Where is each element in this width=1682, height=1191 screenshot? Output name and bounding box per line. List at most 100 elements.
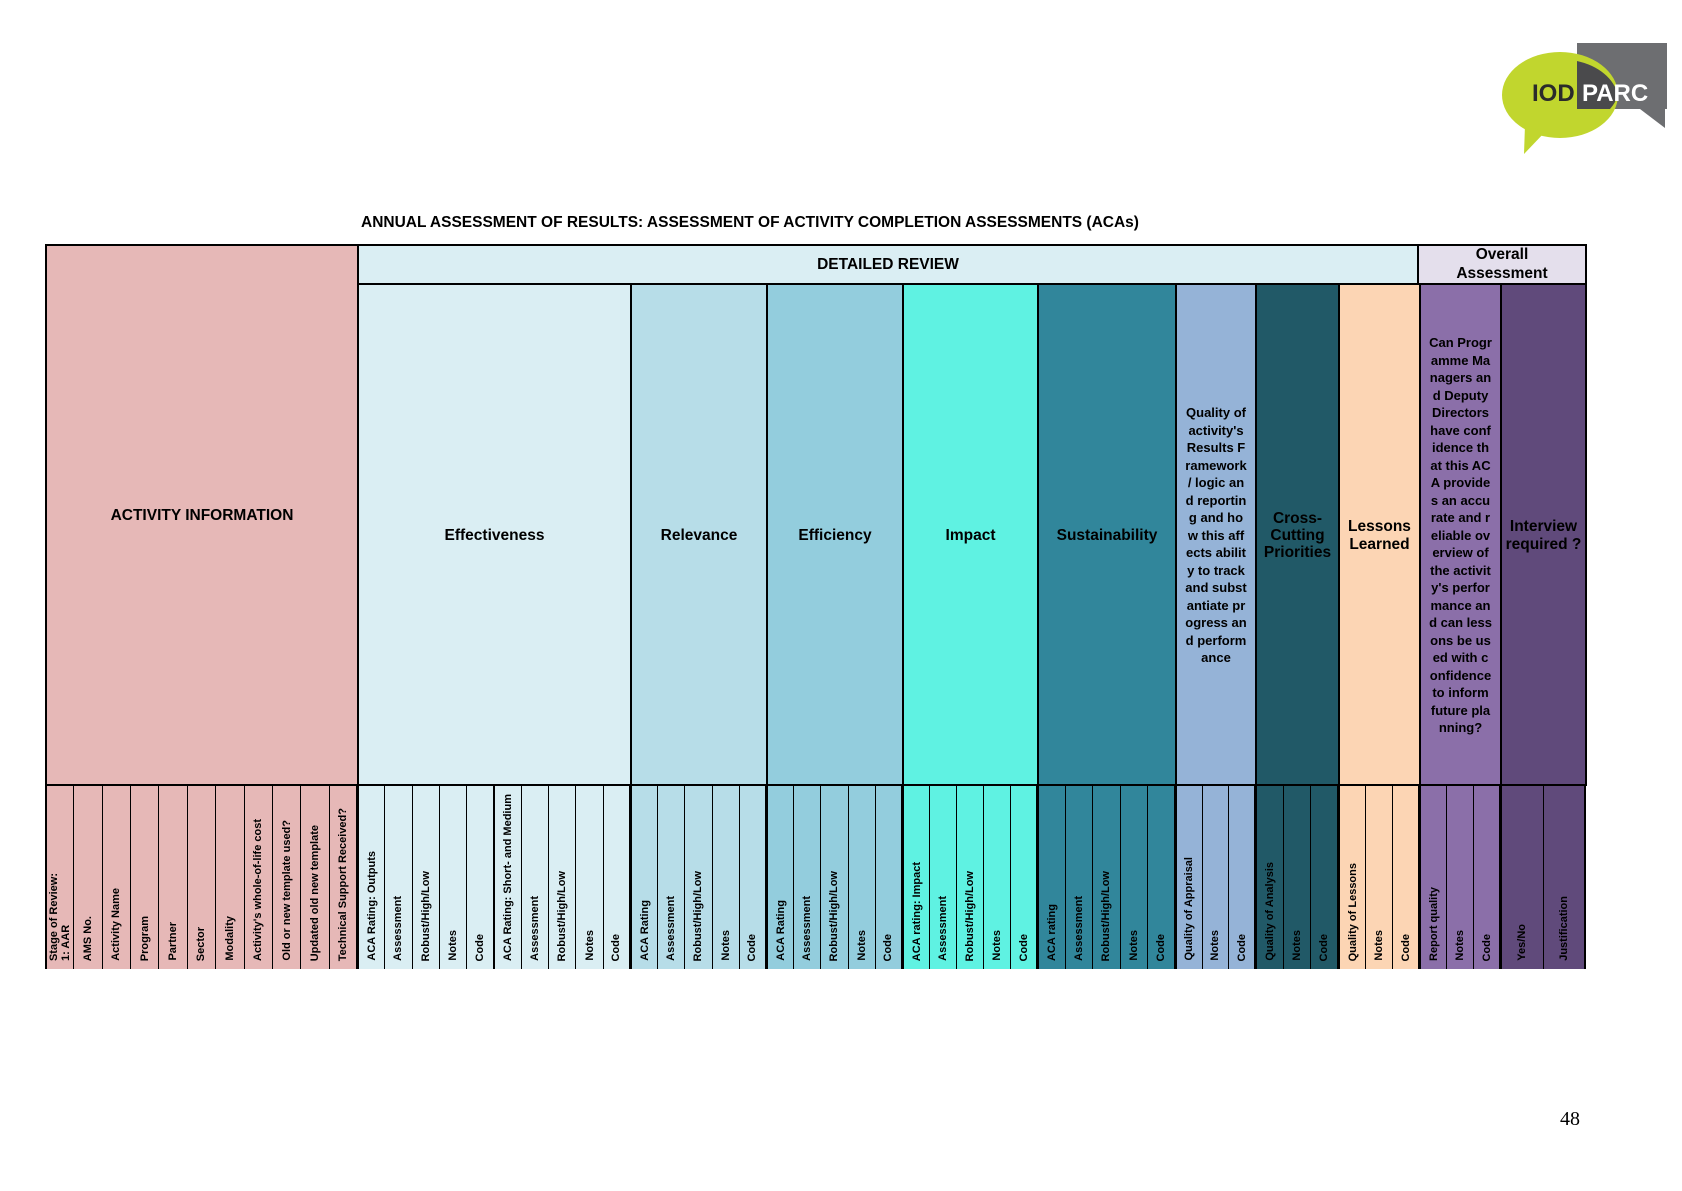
column-header: Code <box>1310 784 1339 969</box>
column-header-label: Notes <box>991 930 1003 961</box>
column-header: Robust/High/Low <box>411 784 440 969</box>
column-header: Sector <box>186 784 217 969</box>
column-header-label: Assessment <box>392 896 405 961</box>
column-header: Notes <box>575 784 604 969</box>
column-header-label: Yes/No <box>1516 924 1529 961</box>
column-header: Notes <box>1282 784 1312 969</box>
column-header: Assessment <box>520 784 550 969</box>
column-header-label: Assessment <box>665 896 678 961</box>
column-header: Code <box>466 784 495 969</box>
column-header-label: Notes <box>719 930 732 961</box>
column-header-label: Robust/High/Low <box>692 870 705 961</box>
column-header: Modality <box>215 784 245 969</box>
column-header: Code <box>874 784 903 969</box>
column-header: Code <box>1010 784 1038 969</box>
column-header-label: Notes <box>1454 930 1466 961</box>
column-header-label: AMS No. <box>82 915 95 961</box>
column-header-label: ACA Rating: Short- and Medium <box>501 793 514 961</box>
column-header: Assessment <box>793 784 822 969</box>
column-header-label: Report quality <box>1427 887 1440 961</box>
column-header: Notes <box>1365 784 1393 969</box>
group-header-9: Can Programme Managers and Deputy Direct… <box>1419 283 1502 786</box>
column-header-label: Notes <box>583 930 596 961</box>
logo: IOD PARC <box>1500 40 1680 160</box>
column-header-label: Technical Support Received? <box>336 807 349 961</box>
column-header-label: Robust/High/Low <box>556 870 569 961</box>
column-header: Notes <box>711 784 740 969</box>
column-header: ACA Rating: Short- and Medium <box>493 784 522 969</box>
column-header-label: Code <box>1480 933 1493 962</box>
column-header: Code <box>1392 784 1420 969</box>
column-header-label: Robust/High/Low <box>1100 870 1113 961</box>
column-header-label: Robust/High/Low <box>964 870 976 961</box>
column-header-label: Stage of Review: 1: AAR <box>48 872 73 961</box>
column-header-label: Notes <box>447 930 460 961</box>
column-header-label: Code <box>1155 933 1168 962</box>
page-number: 48 <box>1560 1108 1580 1130</box>
logo-text-iod: IOD <box>1532 80 1575 107</box>
column-header-label: Assessment <box>937 896 949 961</box>
column-header: Report quality <box>1419 784 1447 969</box>
group-header-6: Quality of activity's Results Framework … <box>1175 283 1257 786</box>
column-header-label: Notes <box>855 930 868 961</box>
detailed-review-header: DETAILED REVIEW <box>355 244 1421 285</box>
column-header: Partner <box>158 784 188 969</box>
column-header-label: Notes <box>1373 930 1385 961</box>
column-header-label: Old or new template used? <box>280 820 293 961</box>
column-header: Code <box>602 784 631 969</box>
column-header-label: Notes <box>1128 930 1141 961</box>
column-header: Justification <box>1542 784 1586 969</box>
column-header-label: Quality of Lessons <box>1346 862 1359 961</box>
column-header-label: Code <box>882 933 895 962</box>
column-header-label: Code <box>1017 933 1030 962</box>
group-header-0: ACTIVITY INFORMATION <box>45 244 359 786</box>
group-header-3: Efficiency <box>766 283 904 786</box>
group-header-7: Cross-Cutting Priorities <box>1255 283 1340 786</box>
column-header: Code <box>1147 784 1176 969</box>
group-header-10: Interview required ? <box>1500 283 1587 786</box>
column-header: Program <box>130 784 160 969</box>
column-header-label: Robust/High/Low <box>828 870 841 961</box>
column-header: Notes <box>1446 784 1474 969</box>
column-header: ACA rating: Impact <box>902 784 930 969</box>
column-header-label: Code <box>1399 933 1412 962</box>
overall-assessment-header: Overall Assessment <box>1417 244 1587 285</box>
column-header-label: ACA Rating <box>774 900 787 961</box>
column-header-label: Assessment <box>801 896 814 961</box>
group-header-5: Sustainability <box>1037 283 1177 786</box>
group-header-1: Effectiveness <box>357 283 632 786</box>
column-header-label: ACA Rating <box>638 900 651 961</box>
column-header: Robust/High/Low <box>684 784 713 969</box>
column-header: Yes/No <box>1500 784 1544 969</box>
column-header: AMS No. <box>73 784 103 969</box>
column-header-label: Partner <box>167 922 180 961</box>
column-header-label: Program <box>138 915 151 961</box>
column-header: ACA Rating <box>630 784 659 969</box>
column-header: Code <box>1228 784 1256 969</box>
column-header: Activity's whole-of-life cost <box>243 784 273 969</box>
logo-text-parc: PARC <box>1582 80 1649 107</box>
column-header: Notes <box>983 784 1011 969</box>
group-header-4: Impact <box>902 283 1039 786</box>
column-header-label: Robust/High/Low <box>419 870 432 961</box>
column-header-label: Activity Name <box>110 888 123 961</box>
column-header-label: Code <box>474 933 487 962</box>
column-header-label: Notes <box>1209 930 1222 961</box>
column-header-label: Code <box>1235 933 1248 962</box>
column-header: Robust/High/Low <box>1092 784 1121 969</box>
column-header: Robust/High/Low <box>548 784 577 969</box>
column-header: Assessment <box>657 784 686 969</box>
column-header: Robust/High/Low <box>820 784 849 969</box>
column-header-label: Assessment <box>528 896 541 961</box>
column-header-label: Activity's whole-of-life cost <box>252 819 265 961</box>
column-header: Assessment <box>1064 784 1094 969</box>
column-header: Quality of Lessons <box>1338 784 1366 969</box>
column-header: Assessment <box>384 784 413 969</box>
column-header: ACA Rating: Outputs <box>357 784 386 969</box>
column-header: Old or new template used? <box>271 784 302 969</box>
column-header-label: Code <box>746 933 759 962</box>
group-header-8: Lessons Learned <box>1338 283 1421 786</box>
column-header: ACA Rating <box>766 784 795 969</box>
column-header: Code <box>738 784 767 969</box>
column-header-label: Code <box>610 933 623 962</box>
